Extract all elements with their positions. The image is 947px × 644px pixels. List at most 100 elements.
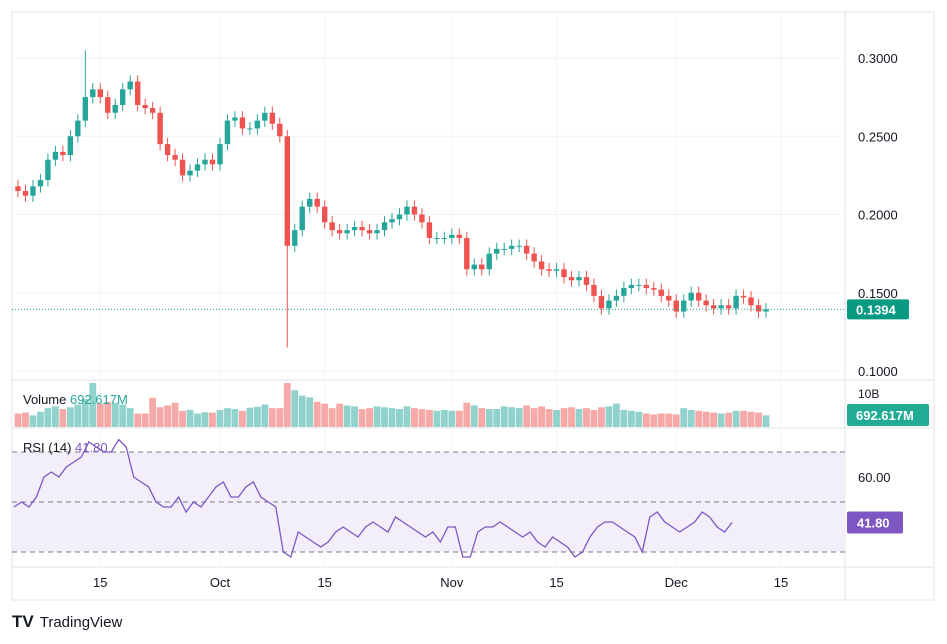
tradingview-logo[interactable]: TV TradingView — [12, 612, 122, 632]
candle — [740, 295, 747, 298]
price-tick-label: 0.3000 — [858, 51, 898, 66]
price-tick-label: 0.1500 — [858, 286, 898, 301]
candle — [508, 245, 515, 249]
rsi-legend: RSI (14) 41.80 — [23, 440, 108, 455]
candle — [22, 191, 29, 196]
volume-bar — [717, 413, 725, 427]
price-tick-label: 0.1000 — [858, 364, 898, 379]
volume-bar — [568, 407, 575, 427]
candle — [748, 297, 754, 306]
candle — [292, 230, 298, 246]
volume-bar — [695, 410, 703, 427]
volume-bar — [171, 402, 179, 427]
volume-bar — [66, 407, 74, 427]
candle — [598, 295, 605, 309]
volume-bar — [306, 397, 314, 427]
rsi-value-legend: 41.80 — [75, 440, 108, 455]
candle — [456, 234, 463, 238]
candle — [314, 198, 320, 207]
volume-bar — [478, 408, 486, 427]
volume-bar — [89, 383, 97, 427]
volume-bar — [560, 408, 568, 427]
candle — [247, 128, 253, 130]
candle — [217, 144, 223, 165]
candle — [494, 248, 500, 254]
candle — [82, 97, 89, 121]
volume-bar — [396, 409, 403, 427]
candle — [359, 227, 365, 231]
volume-bar — [186, 409, 194, 427]
candle — [351, 227, 358, 231]
volume-bar — [702, 411, 710, 427]
volume-bar — [500, 406, 508, 427]
candle — [568, 277, 575, 281]
volume-bar — [291, 390, 299, 427]
volume-bar — [29, 415, 37, 427]
volume-bar — [642, 413, 650, 427]
candle — [426, 222, 433, 238]
candle — [419, 214, 425, 223]
candle — [97, 89, 103, 98]
candle — [277, 123, 283, 137]
candle — [209, 159, 216, 165]
volume-bar — [515, 408, 523, 427]
time-tick-label: Dec — [665, 575, 689, 590]
candle — [194, 164, 201, 171]
volume-bar — [22, 412, 29, 427]
volume-bar — [231, 409, 239, 427]
candle — [52, 151, 59, 160]
volume-bar — [448, 410, 456, 427]
volume-bar — [164, 405, 171, 427]
volume-bar — [575, 409, 583, 427]
candle — [112, 104, 118, 113]
candle — [90, 89, 96, 98]
volume-bar — [590, 409, 598, 427]
volume-bar — [351, 406, 358, 427]
brand-name: TradingView — [39, 613, 123, 631]
volume-bar — [687, 409, 695, 427]
candle — [134, 81, 141, 105]
volume-bar — [598, 407, 605, 427]
candle — [254, 120, 261, 129]
time-tick-label: 15 — [317, 575, 331, 590]
volume-bar — [209, 412, 216, 427]
volume-bar — [732, 410, 740, 427]
volume-bar — [755, 412, 762, 427]
candle — [284, 136, 290, 246]
volume-badge — [847, 404, 929, 426]
candle — [396, 214, 403, 220]
volume-bar — [538, 406, 545, 427]
candle — [441, 237, 448, 239]
rsi-label: RSI (14) — [23, 440, 72, 455]
time-tick-label: Nov — [440, 575, 464, 590]
volume-bar — [239, 410, 246, 427]
candle — [658, 289, 664, 296]
rsi-badge — [847, 511, 903, 534]
volume-bar — [149, 397, 157, 427]
candle — [546, 269, 552, 271]
volume-bar — [627, 410, 635, 427]
time-tick-label: 15 — [93, 575, 107, 590]
candle — [636, 284, 642, 286]
volume-bar — [762, 415, 770, 427]
volume-bar — [388, 408, 396, 427]
volume-bar — [59, 409, 67, 427]
candle — [60, 151, 66, 156]
volume-bar — [373, 406, 381, 427]
volume-bar — [635, 411, 643, 427]
volume-bar — [253, 406, 261, 427]
candle — [374, 230, 380, 234]
volume-bar — [126, 408, 134, 427]
volume-bar — [224, 408, 231, 427]
candle — [127, 81, 133, 90]
volume-bar — [403, 406, 411, 427]
volume-bar — [381, 407, 388, 427]
volume-bar — [141, 413, 149, 427]
candle — [583, 277, 590, 285]
volume-label: Volume — [23, 392, 67, 407]
volume-bar — [470, 405, 478, 427]
volume-bar — [366, 408, 373, 427]
volume-bar — [111, 402, 119, 427]
